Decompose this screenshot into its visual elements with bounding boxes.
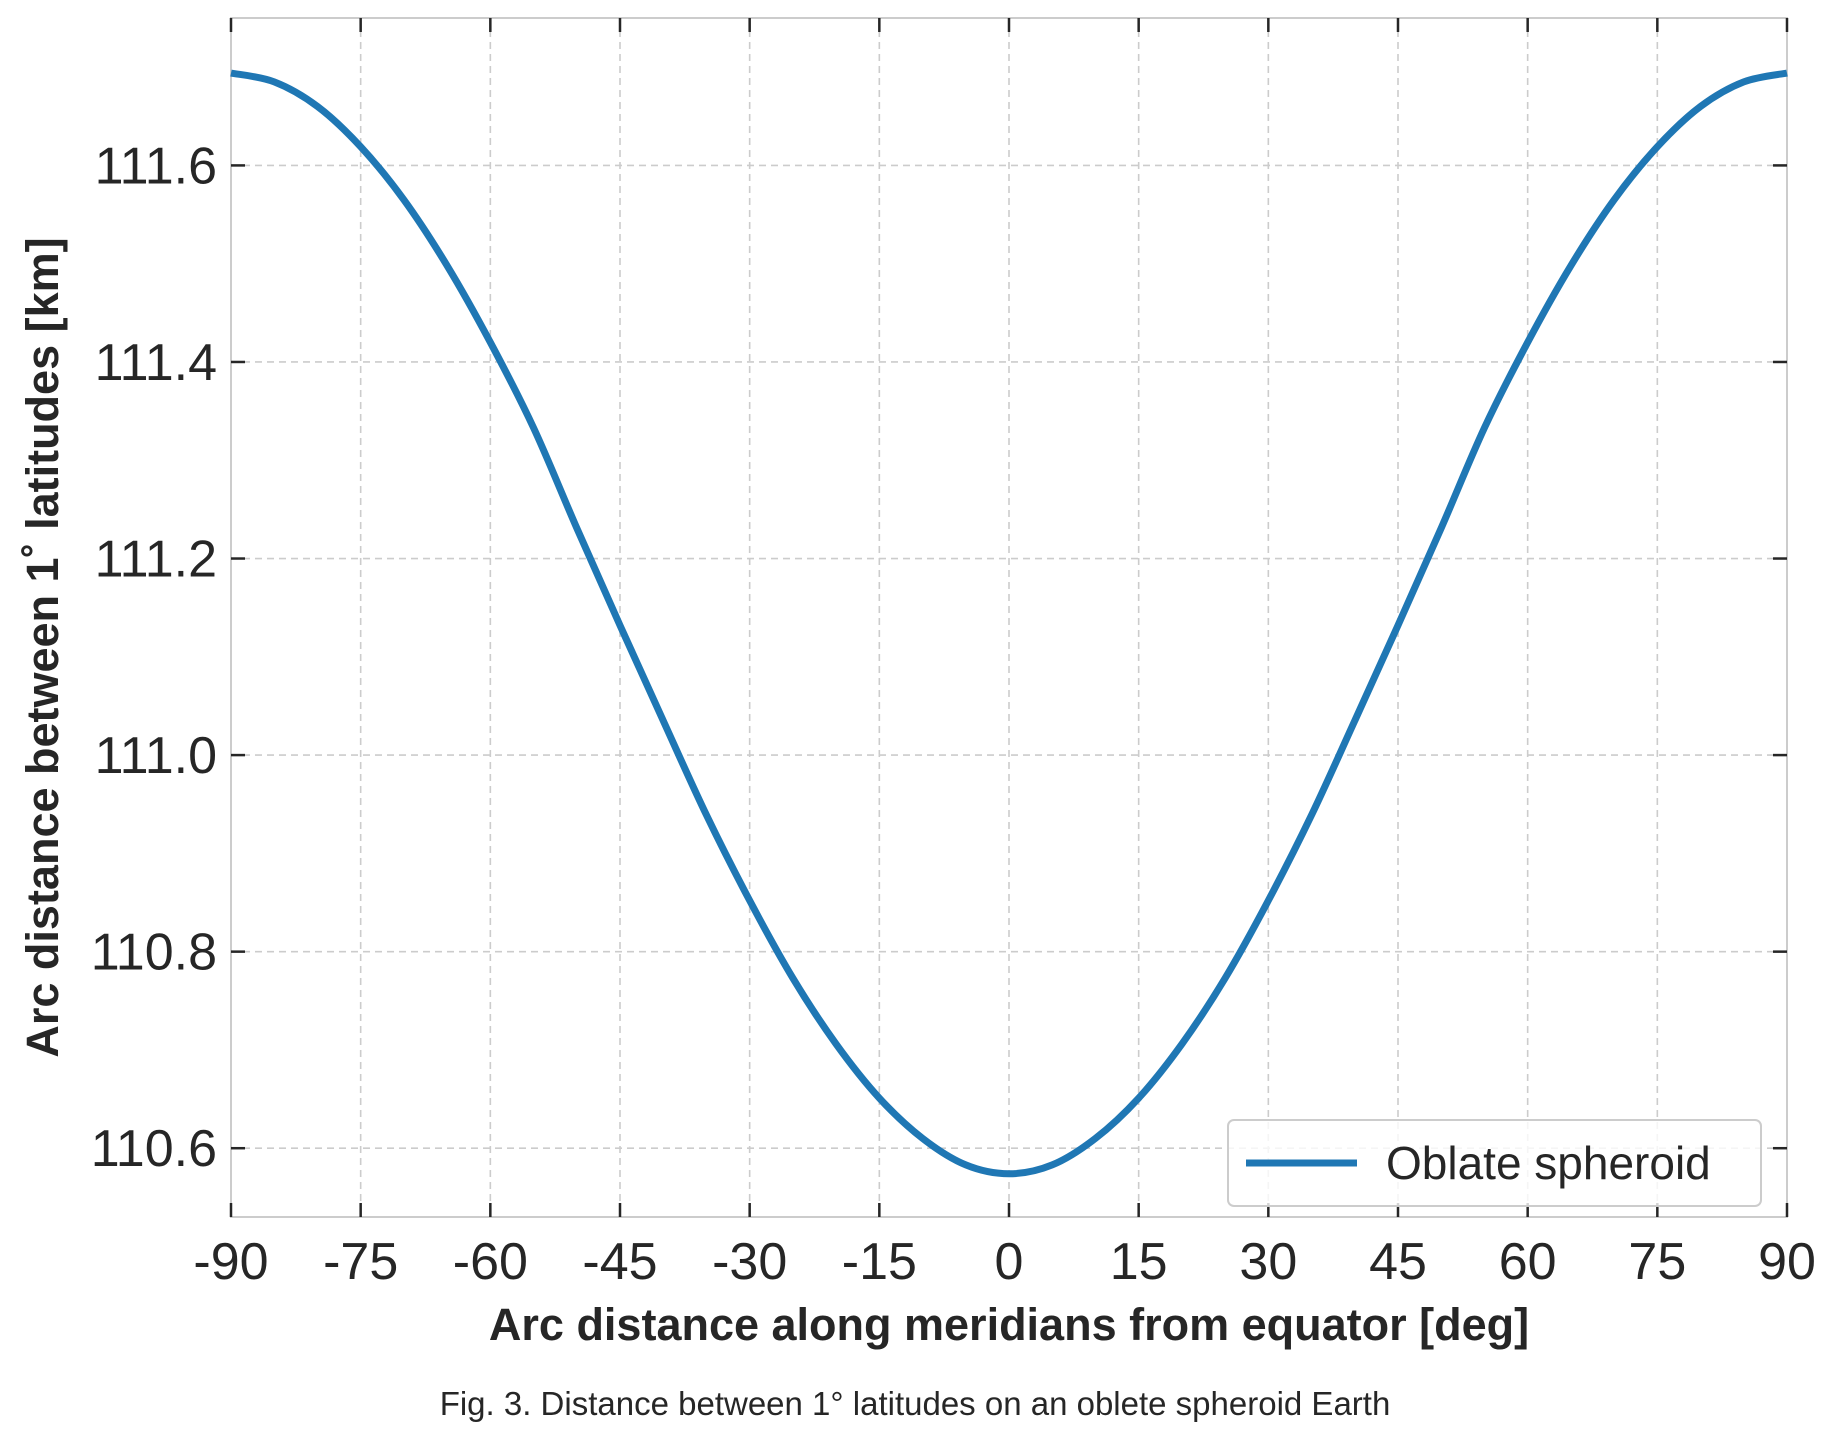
y-axis-title: Arc distance between 1˚ latitudes [km] [17,237,68,1057]
x-tick-label: 90 [1758,1233,1816,1291]
series-line-oblate-spheroid [230,69,1788,1178]
x-tick-label: -45 [582,1233,657,1291]
y-tick-label: 111.6 [95,137,217,195]
x-tick-label: -15 [842,1233,917,1291]
x-axis-title: Arc distance along meridians from equato… [489,1299,1529,1350]
x-tick-label: 60 [1499,1233,1557,1291]
y-tick-labels: 110.6 110.8 111.0 111.2 111.4 111.6 [91,137,217,1178]
y-tick-label: 110.6 [91,1120,217,1178]
legend: Oblate spheroid [1227,1119,1762,1207]
x-tick-label: -90 [193,1233,268,1291]
y-tick-label: 110.8 [91,924,217,982]
y-tick-label: 111.4 [95,334,217,392]
series-layer [230,69,1788,1178]
x-tick-label: -75 [323,1233,398,1291]
x-tick-label: 15 [1110,1233,1168,1291]
x-tick-label: 75 [1628,1233,1686,1291]
tick-marks [229,18,1789,1217]
legend-box [1227,1119,1762,1207]
figure-caption: Fig. 3. Distance between 1° latitudes on… [439,1385,1391,1422]
grid [230,18,1788,1217]
plot-frame [230,17,1788,1218]
x-tick-label: -60 [453,1233,528,1291]
x-tick-label: 30 [1239,1233,1297,1291]
x-tick-label: 0 [995,1233,1024,1291]
x-tick-labels: -90 -75 -60 -45 -30 -15 0 15 30 45 60 75 90 [193,1233,1816,1291]
x-tick-label: -30 [712,1233,787,1291]
x-tick-label: 45 [1369,1233,1427,1291]
y-tick-label: 111.0 [95,727,217,785]
y-tick-label: 111.2 [95,531,217,589]
legend-label: Oblate spheroid [1386,1137,1711,1189]
